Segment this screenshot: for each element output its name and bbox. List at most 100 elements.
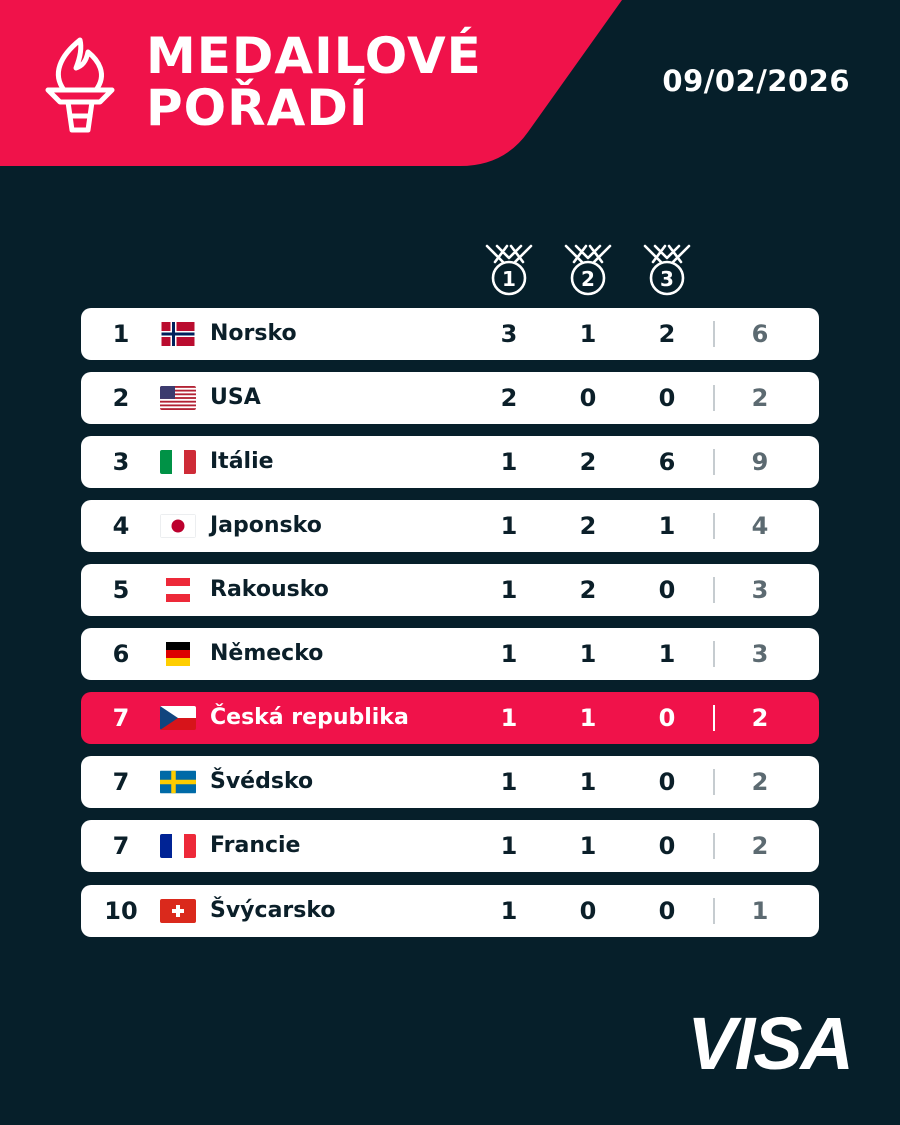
gold-count: 1 [500, 640, 518, 668]
divider [713, 898, 715, 924]
rank: 7 [112, 768, 130, 796]
date-label: 09/02/2026 [662, 64, 850, 98]
silver-count: 2 [579, 512, 597, 540]
country-name: Francie [210, 833, 301, 858]
country-name: Česká republika [210, 705, 409, 730]
divider [713, 833, 715, 859]
rank: 10 [104, 897, 138, 925]
total-count: 4 [751, 512, 769, 540]
country-name: Německo [210, 641, 324, 666]
divider [713, 577, 715, 603]
silver-count: 0 [579, 384, 597, 412]
rank: 2 [112, 384, 130, 412]
country-name: USA [210, 385, 261, 410]
country-name: Švýcarsko [210, 898, 336, 923]
silver-medal-icon: 2 [564, 244, 612, 296]
svg-text:1: 1 [502, 267, 516, 291]
gold-count: 1 [500, 832, 518, 860]
total-count: 2 [751, 768, 769, 796]
bronze-count: 0 [658, 832, 676, 860]
silver-count: 1 [579, 704, 597, 732]
gold-count: 1 [500, 512, 518, 540]
table-row: 5 Rakousko 1 2 0 3 [81, 564, 819, 616]
gold-count: 1 [500, 448, 518, 476]
switzerland-flag-icon [160, 899, 196, 923]
svg-text:3: 3 [660, 267, 674, 291]
silver-count: 2 [579, 576, 597, 604]
gold-medal-icon: 1 [485, 244, 533, 296]
total-count: 6 [751, 320, 769, 348]
gold-count: 1 [500, 576, 518, 604]
gold-count: 1 [500, 768, 518, 796]
divider [713, 321, 715, 347]
silver-count: 2 [579, 448, 597, 476]
bronze-count: 6 [658, 448, 676, 476]
country-name: Rakousko [210, 577, 329, 602]
bronze-count: 1 [658, 640, 676, 668]
table-row: 10 Švýcarsko 1 0 0 1 [81, 885, 819, 937]
divider [713, 641, 715, 667]
total-count: 9 [751, 448, 769, 476]
rank: 6 [112, 640, 130, 668]
country-name: Itálie [210, 449, 274, 474]
gold-count: 3 [500, 320, 518, 348]
gold-count: 1 [500, 704, 518, 732]
france-flag-icon [160, 834, 196, 858]
divider [713, 449, 715, 475]
total-count: 2 [751, 704, 769, 732]
bronze-count: 0 [658, 576, 676, 604]
total-count: 2 [751, 832, 769, 860]
visa-logo: VISA [687, 1002, 854, 1085]
gold-count: 2 [500, 384, 518, 412]
japan-flag-icon [160, 514, 196, 538]
total-count: 3 [751, 576, 769, 604]
table-row: 3 Itálie 1 2 6 9 [81, 436, 819, 488]
bronze-count: 2 [658, 320, 676, 348]
svg-text:2: 2 [581, 267, 595, 291]
table-row: 1 Norsko 3 1 2 6 [81, 308, 819, 360]
divider [713, 705, 715, 731]
table-row-highlighted: 7 Česká republika 1 1 0 2 [81, 692, 819, 744]
bronze-count: 0 [658, 897, 676, 925]
gold-count: 1 [500, 897, 518, 925]
bronze-medal-icon: 3 [643, 244, 691, 296]
silver-count: 1 [579, 832, 597, 860]
czech-flag-icon [160, 706, 196, 730]
table-row: 4 Japonsko 1 2 1 4 [81, 500, 819, 552]
divider [713, 769, 715, 795]
rank: 7 [112, 704, 130, 732]
rank: 7 [112, 832, 130, 860]
bronze-count: 1 [658, 512, 676, 540]
country-name: Japonsko [210, 513, 322, 538]
page-title: MEDAILOVÉ POŘADÍ [146, 30, 482, 134]
total-count: 1 [751, 897, 769, 925]
total-count: 2 [751, 384, 769, 412]
norway-flag-icon [160, 322, 196, 346]
austria-flag-icon [160, 578, 196, 602]
header-banner [0, 0, 622, 166]
table-row: 7 Francie 1 1 0 2 [81, 820, 819, 872]
page-title-line-2: POŘADÍ [146, 79, 369, 137]
rank: 5 [112, 576, 130, 604]
total-count: 3 [751, 640, 769, 668]
rank: 3 [112, 448, 130, 476]
silver-count: 1 [579, 320, 597, 348]
usa-flag-icon [160, 386, 196, 410]
rank: 1 [112, 320, 130, 348]
bronze-count: 0 [658, 704, 676, 732]
rank: 4 [112, 512, 130, 540]
page-title-line-1: MEDAILOVÉ [146, 27, 482, 85]
country-name: Norsko [210, 321, 297, 346]
silver-count: 1 [579, 640, 597, 668]
germany-flag-icon [160, 642, 196, 666]
silver-count: 0 [579, 897, 597, 925]
divider [713, 385, 715, 411]
country-name: Švédsko [210, 769, 314, 794]
table-row: 2 USA 2 0 0 2 [81, 372, 819, 424]
table-row: 6 Německo 1 1 1 3 [81, 628, 819, 680]
torch-icon [45, 37, 115, 133]
silver-count: 1 [579, 768, 597, 796]
italy-flag-icon [160, 450, 196, 474]
sweden-flag-icon [160, 770, 196, 794]
table-row: 7 Švédsko 1 1 0 2 [81, 756, 819, 808]
